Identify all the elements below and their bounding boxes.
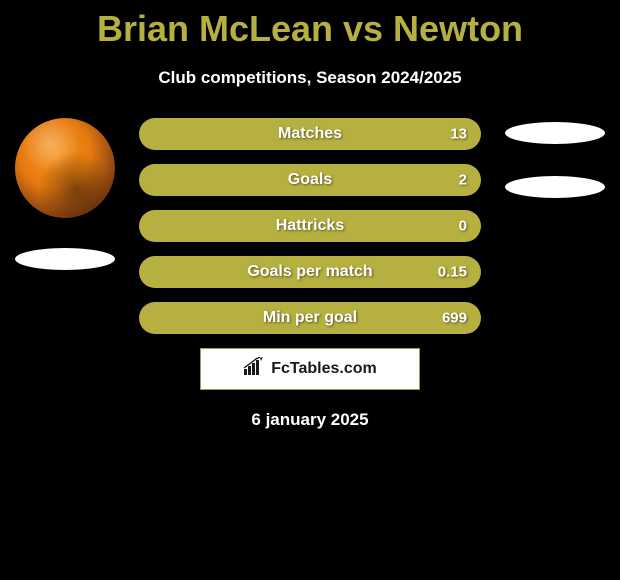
- stat-value: 0: [459, 218, 467, 235]
- date-label: 6 january 2025: [0, 410, 620, 430]
- player-left-avatar: [15, 118, 115, 218]
- logo-suffix: Tables.com: [290, 360, 377, 377]
- stat-bars: Matches 13 Goals 2 Hattricks 0 Goals per…: [139, 118, 481, 334]
- player-left-shadow-ellipse: [15, 248, 115, 270]
- avatar-shading: [15, 118, 115, 218]
- player-right-shadow-ellipse-2: [505, 176, 605, 198]
- stat-value: 2: [459, 172, 467, 189]
- bar-chart-icon: [243, 357, 265, 382]
- player-right-column: [500, 118, 610, 198]
- player-left-column: [10, 118, 120, 270]
- stat-row-hattricks: Hattricks 0: [139, 210, 481, 242]
- logo-box[interactable]: FcTables.com: [200, 348, 420, 390]
- stat-row-matches: Matches 13: [139, 118, 481, 150]
- page-title: Brian McLean vs Newton: [0, 0, 620, 50]
- stat-label: Hattricks: [276, 217, 344, 235]
- stat-row-goals-per-match: Goals per match 0.15: [139, 256, 481, 288]
- logo-text: FcTables.com: [271, 360, 377, 378]
- stat-label: Matches: [278, 125, 342, 143]
- comparison-content: Matches 13 Goals 2 Hattricks 0 Goals per…: [0, 118, 620, 430]
- stat-value: 13: [450, 126, 467, 143]
- stat-value: 699: [442, 310, 467, 327]
- stat-value: 0.15: [438, 264, 467, 281]
- stat-row-min-per-goal: Min per goal 699: [139, 302, 481, 334]
- subtitle: Club competitions, Season 2024/2025: [0, 68, 620, 88]
- player-right-shadow-ellipse: [505, 122, 605, 144]
- stat-label: Goals: [288, 171, 332, 189]
- stat-row-goals: Goals 2: [139, 164, 481, 196]
- logo-prefix: Fc: [271, 360, 290, 377]
- stat-label: Goals per match: [247, 263, 372, 281]
- stat-label: Min per goal: [263, 309, 357, 327]
